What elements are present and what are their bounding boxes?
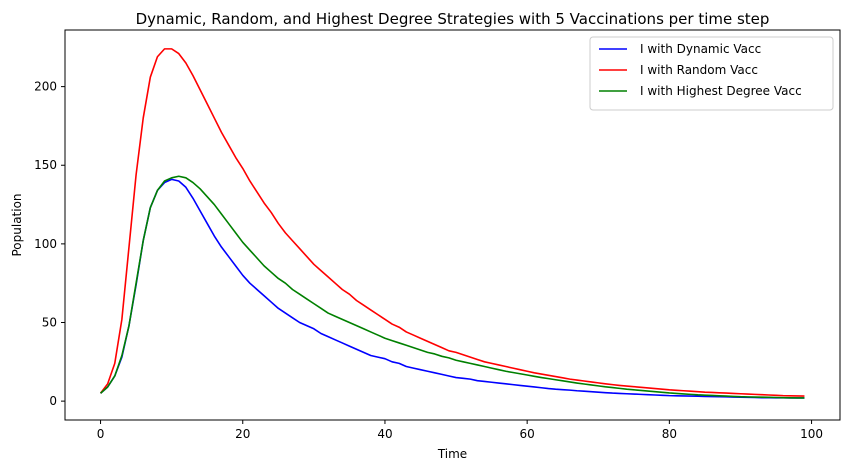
legend-box: [589, 36, 834, 111]
x-axis-ticks: 0 20 40 60 80 100: [97, 420, 823, 441]
legend-entry: I with Dynamic Vacc: [640, 42, 761, 56]
series-line-1: [100, 178, 805, 399]
y-tick-label: 100: [34, 237, 57, 251]
y-axis-ticks: 0 50 100 150 200: [34, 80, 65, 408]
plot-frame: [64, 29, 841, 421]
y-tick-label: 200: [34, 80, 57, 94]
y-axis-label: Population: [10, 193, 24, 256]
x-tick-label: 80: [662, 427, 677, 441]
x-tick-label: 40: [377, 427, 392, 441]
y-tick-label: 0: [49, 394, 57, 408]
y-tick-label: 50: [42, 316, 57, 330]
legend-entry: I with Random Vacc: [640, 63, 758, 77]
y-tick-label: 150: [34, 158, 57, 172]
plot-lines: [99, 48, 805, 399]
series-line-3: [100, 175, 805, 399]
x-tick-label: 100: [800, 427, 823, 441]
x-tick-label: 20: [235, 427, 250, 441]
legend: I with Dynamic Vacc I with Random Vacc I w…: [589, 36, 834, 111]
x-axis-label: Time: [437, 447, 467, 461]
legend-entry: I with Highest Degree Vacc: [640, 84, 802, 98]
x-tick-label: 0: [97, 427, 105, 441]
chart-title: Dynamic, Random, and Highest Degree Stra…: [136, 10, 770, 28]
x-tick-label: 60: [520, 427, 535, 441]
series-line-2: [99, 48, 805, 397]
